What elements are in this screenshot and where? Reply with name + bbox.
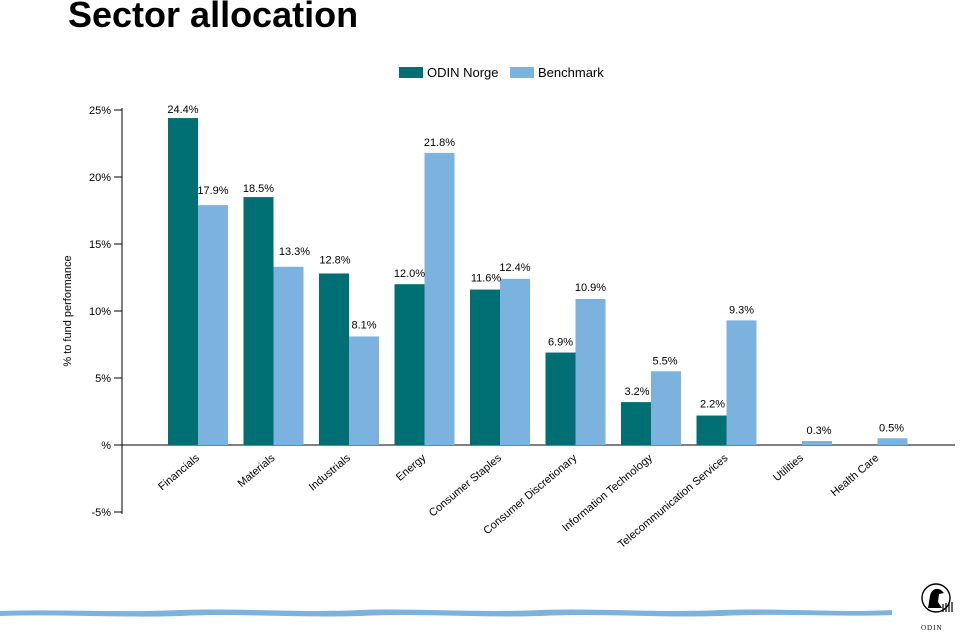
category-label-utilities: Utilities	[771, 452, 806, 484]
odin-logo: ODIN	[921, 583, 953, 632]
category-label-industrials: Industrials	[307, 452, 354, 494]
bar-benchmark-industrials	[349, 336, 379, 445]
value-label: 8.1%	[351, 319, 376, 331]
y-tick-label: 5%	[95, 373, 111, 385]
value-label: 24.4%	[167, 104, 198, 116]
value-label: 10.9%	[575, 282, 606, 294]
category-label-energy: Energy	[394, 452, 429, 484]
value-label: 12.8%	[319, 254, 350, 266]
bar-odin-energy	[394, 284, 425, 445]
value-label: 13.3%	[279, 246, 310, 258]
y-tick-label: 20%	[89, 172, 111, 184]
chart-value-labels: 24.4% 17.9% 18.5% 13.3% 12.8% 8.1% 12.0% 21.8% 1…	[167, 104, 904, 437]
category-label-health-care: Health Care	[829, 452, 882, 499]
bar-benchmark-consumer-staples	[500, 278, 530, 445]
bar-benchmark-consumer-discretionary	[575, 298, 606, 445]
bar-odin-financials	[168, 118, 198, 445]
value-label: 12.4%	[499, 262, 530, 274]
category-label-materials: Materials	[236, 452, 278, 490]
value-label: 21.8%	[424, 137, 455, 149]
value-label: 18.5%	[243, 183, 274, 195]
bar-benchmark-materials	[273, 266, 304, 445]
value-label: 2.2%	[700, 399, 725, 411]
footer: ODIN	[0, 583, 953, 632]
chart-legend: ODIN Norge Benchmark	[399, 65, 604, 80]
legend-swatch-0	[399, 67, 423, 78]
bar-benchmark-financials	[198, 205, 228, 445]
value-label: 5.5%	[652, 355, 677, 367]
value-label: 3.2%	[624, 386, 649, 398]
value-label: 0.3%	[806, 425, 831, 437]
value-label: 6.9%	[548, 337, 573, 349]
y-tick-label: %	[101, 440, 111, 452]
value-label: 17.9%	[197, 185, 228, 197]
chart-category-labels: Financials Materials Industrials EnergyCons…	[156, 452, 881, 551]
bar-benchmark-utilities	[802, 440, 832, 445]
bar-odin-information-technology	[621, 402, 651, 445]
legend-swatch-1	[510, 67, 534, 78]
value-label: 9.3%	[729, 304, 754, 316]
y-tick-label: -5%	[91, 507, 111, 519]
y-tick-label: 10%	[89, 306, 111, 318]
category-label-financials: Financials	[156, 452, 202, 493]
bar-odin-materials	[243, 197, 274, 445]
legend-label-1: Benchmark	[538, 65, 604, 80]
bar-odin-consumer-staples	[470, 289, 500, 445]
value-label: 12.0%	[394, 268, 425, 280]
value-label: 0.5%	[879, 422, 904, 434]
y-tick-label: 15%	[89, 239, 111, 251]
y-tick-label: 25%	[89, 105, 111, 117]
odin-logo-text: ODIN	[921, 624, 943, 632]
page-title: Sector allocation	[68, 0, 359, 35]
bar-benchmark-telecommunication-services	[726, 320, 757, 445]
footer-wave	[0, 609, 892, 617]
category-label-consumer-staples: Consumer Staples	[427, 452, 504, 520]
bar-odin-consumer-discretionary	[545, 352, 576, 445]
legend-label-0: ODIN Norge	[427, 65, 499, 80]
value-label: 11.6%	[471, 273, 502, 285]
y-axis-title: % to fund performance	[62, 255, 74, 366]
bar-benchmark-health-care	[877, 438, 908, 445]
bar-benchmark-energy	[424, 152, 455, 445]
bar-odin-telecommunication-services	[696, 415, 727, 445]
chart-bars	[168, 118, 908, 445]
bar-odin-industrials	[319, 273, 349, 445]
bar-benchmark-information-technology	[651, 371, 681, 445]
